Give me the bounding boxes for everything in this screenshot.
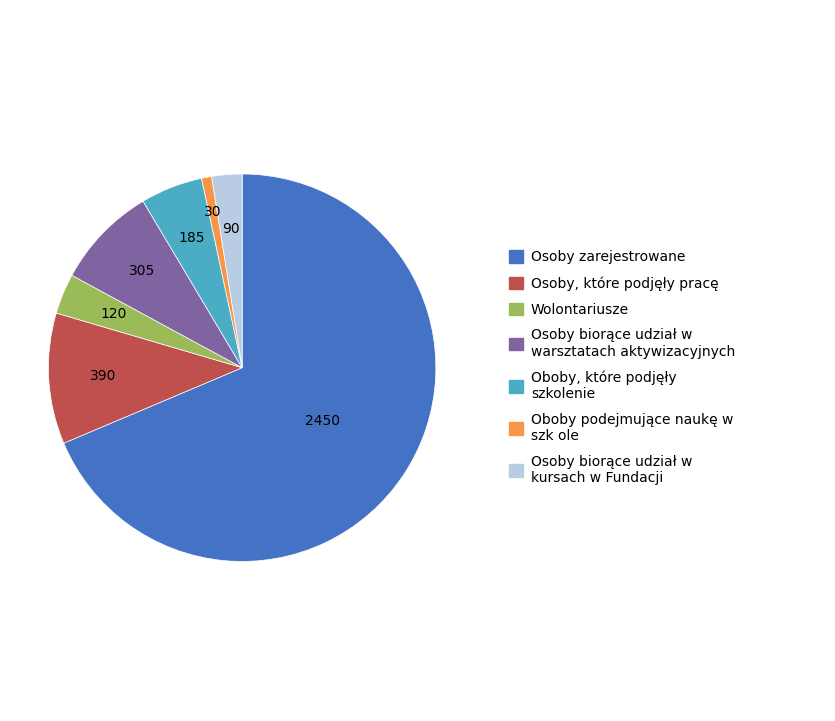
Wedge shape: [211, 174, 242, 368]
Text: 2450: 2450: [306, 414, 341, 428]
Text: 30: 30: [205, 205, 222, 218]
Text: 90: 90: [222, 221, 240, 236]
Text: 305: 305: [129, 264, 154, 278]
Text: 120: 120: [100, 307, 126, 322]
Wedge shape: [56, 275, 242, 368]
Text: 185: 185: [178, 231, 205, 245]
Wedge shape: [48, 313, 242, 443]
Wedge shape: [63, 174, 436, 562]
Wedge shape: [72, 201, 242, 368]
Text: 390: 390: [89, 368, 116, 383]
Legend: Osoby zarejestrowane, Osoby, które podjęły pracę, Wolontariusze, Osoby biorące u: Osoby zarejestrowane, Osoby, które podję…: [509, 250, 736, 485]
Wedge shape: [143, 178, 242, 368]
Wedge shape: [201, 177, 242, 368]
